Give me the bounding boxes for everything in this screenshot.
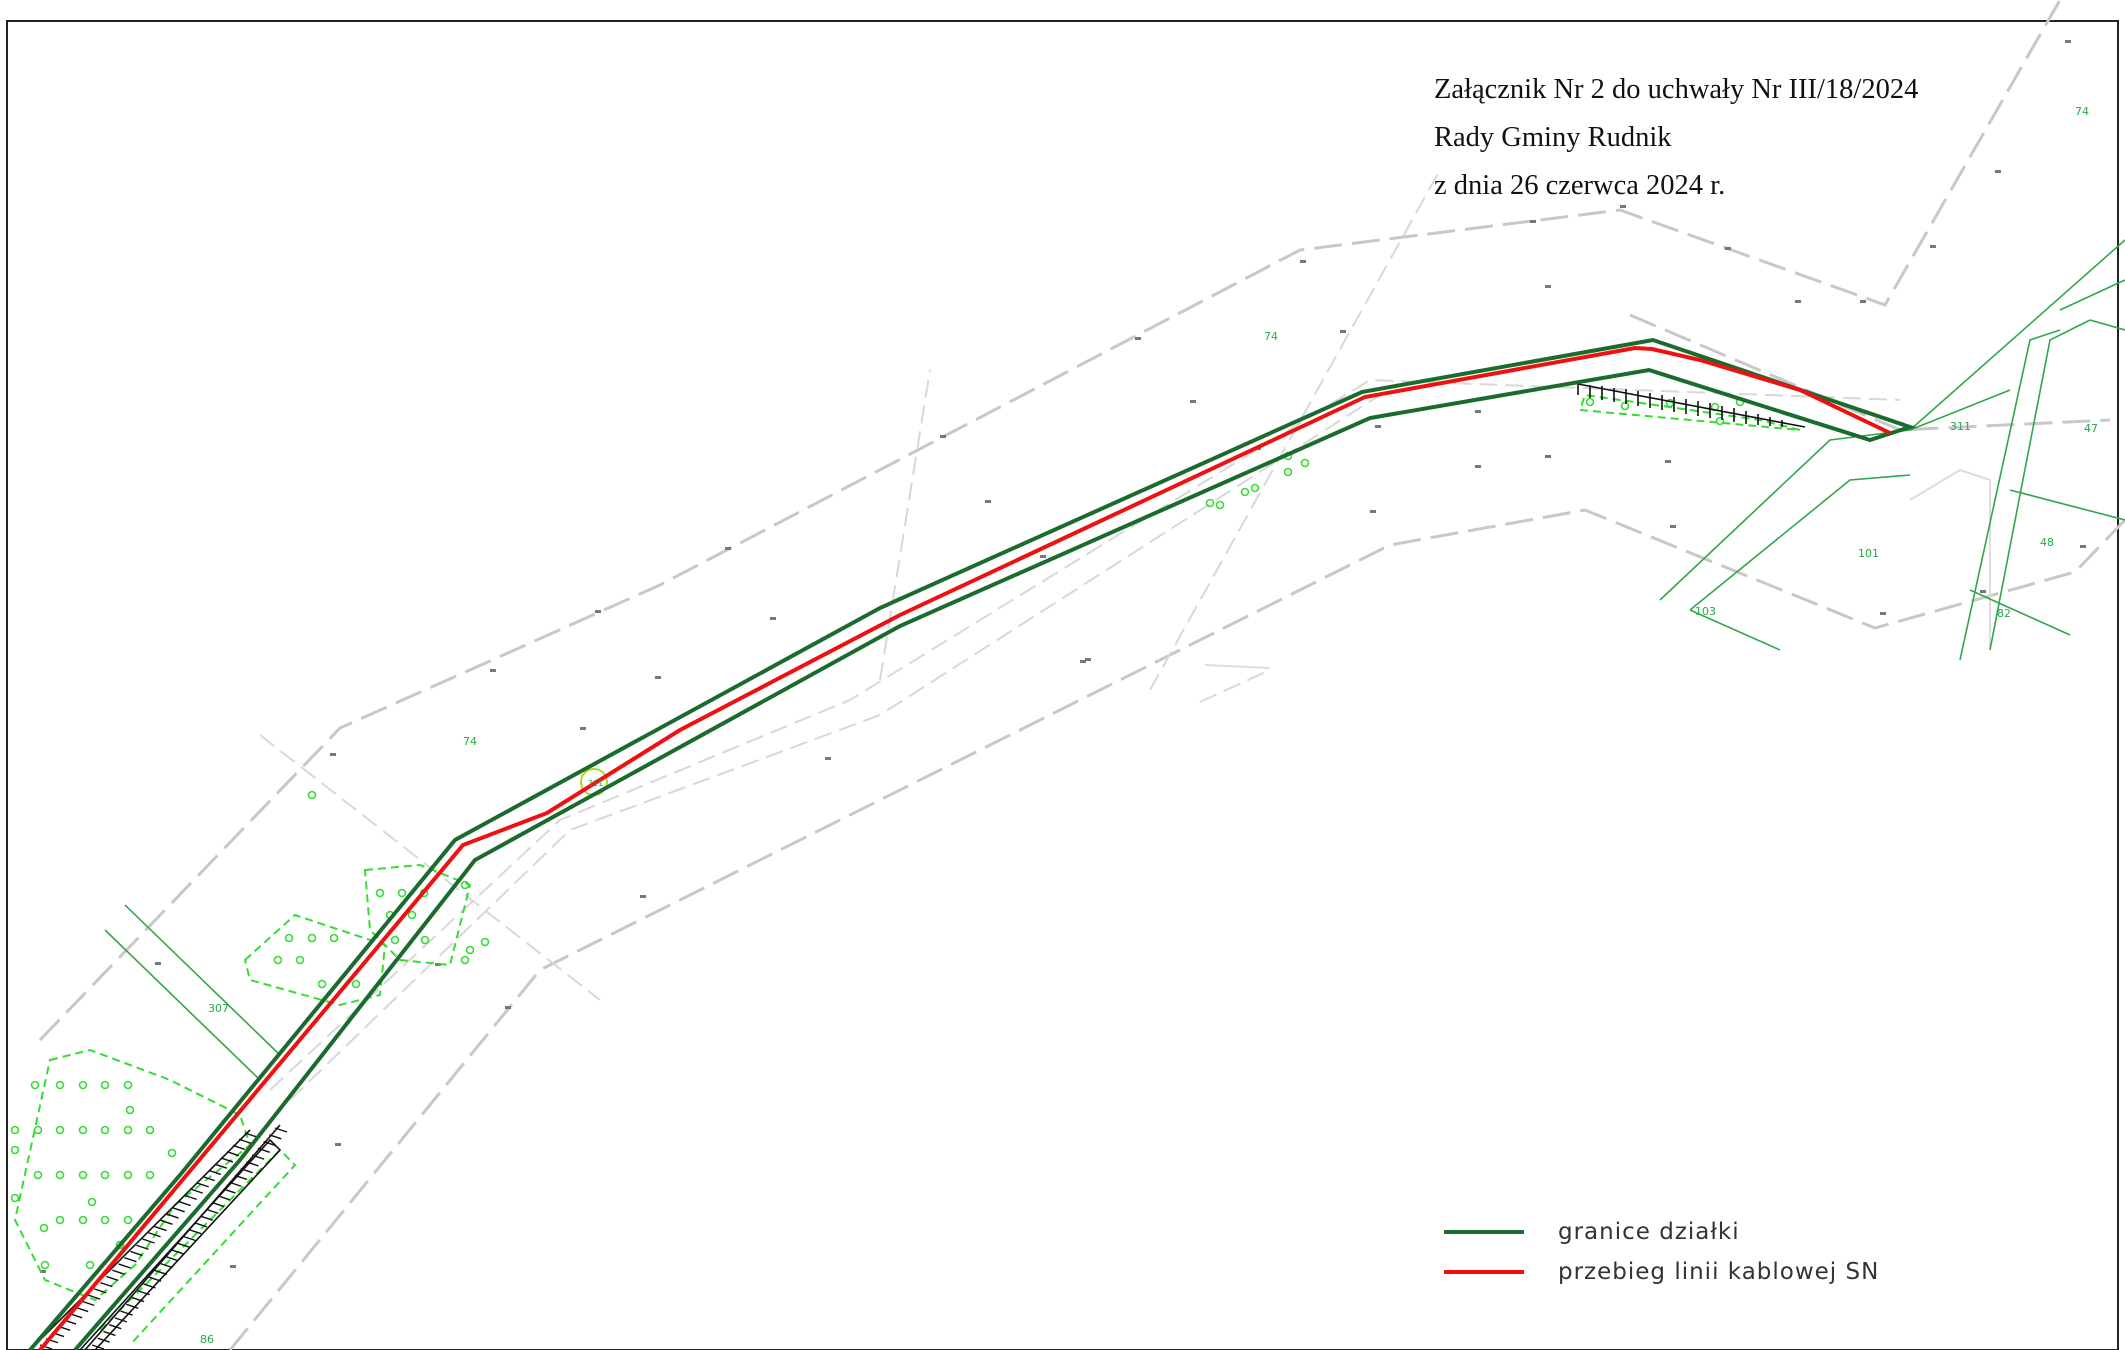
parcel-label: 74 [1264,330,1278,343]
document-header: Załącznik Nr 2 do uchwały Nr III/18/2024… [1434,66,1918,210]
hatch-tick [142,1238,155,1244]
hatch-tick [246,1161,259,1167]
hatch-tick [137,1290,150,1296]
thin-lines [259,169,1901,1101]
hatch-tick [232,1144,246,1151]
hatch-tick [238,1138,252,1144]
hatch-tick [263,1140,276,1147]
hatch-tick [178,1200,191,1207]
hatch-tick [126,1303,139,1309]
hatch-tick [257,1147,271,1154]
hatch-tick [240,1168,253,1174]
map-frame [6,20,2119,1350]
embankment-hatching [29,383,1806,1350]
parcel-label: 82 [1997,607,2011,620]
parcel-label: 311 [1950,420,1971,433]
hatch-tick [143,1283,156,1289]
parcel-label: 74 [463,735,477,748]
hatch-tick [217,1195,231,1201]
legend-label-boundary: granice działki [1558,1219,1740,1245]
hatch-tick [100,1281,113,1288]
council-name: Rady Gminy Rudnik [1434,122,1672,153]
hatch-tick [118,1263,131,1269]
hatch-tick [206,1208,219,1215]
hatch-tick [124,1257,137,1263]
parcel-label: 48 [2040,536,2054,549]
hatch-tick [244,1132,258,1138]
parcel-small-label: 311 [588,779,603,788]
legend-label-cable: przebieg linii kablowej SN [1558,1259,1880,1285]
hatch-tick [234,1174,248,1181]
hatch-tick [114,1317,128,1323]
survey-markers [40,40,2086,1273]
legend-item-boundary: granice działki [1444,1212,1879,1252]
hatch-tick [202,1175,216,1182]
hatch-tick [160,1219,173,1225]
hatch-tick [184,1194,197,1201]
hatch-tick [154,1225,167,1232]
parcel-label: 74 [2075,105,2089,118]
hatch-tick [226,1151,240,1157]
road-lines [104,239,2125,1081]
legend: granice działki przebieg linii kablowej … [1444,1212,1879,1292]
hatch-tick [112,1269,125,1275]
hatch-tick [274,1127,288,1133]
hatch-tick [148,1276,162,1282]
hatch-tick [196,1182,209,1188]
hatch-tick [208,1169,222,1176]
hatch-tick [194,1222,208,1228]
hatch-tick [214,1163,228,1169]
hatch-tick [269,1134,282,1140]
hatch-tick [166,1256,179,1262]
gray-rectangles [1204,468,1991,669]
hatch-tick [211,1201,225,1208]
vegetation-symbols [10,397,1745,1270]
legend-swatch-boundary [1444,1230,1524,1234]
parcel-label: 101 [1858,547,1879,560]
hatch-tick [88,1294,101,1300]
hatch-tick [183,1235,196,1242]
hatch-tick [200,1215,213,1221]
hatch-tick [188,1229,202,1235]
legend-item-cable: przebieg linii kablowej SN [1444,1252,1879,1292]
hatch-tick [136,1244,149,1250]
hatch-tick [103,1330,116,1337]
hatch-tick [223,1188,236,1194]
cable-line [38,345,1891,1350]
hatch-tick [177,1242,191,1248]
hatch-tick [75,1306,89,1313]
parcel-label: 47 [2084,422,2098,435]
hatch-tick [130,1250,143,1257]
hatch-tick [106,1275,119,1282]
legend-swatch-cable [1444,1270,1524,1274]
hatch-tick [190,1188,203,1194]
embankment-ticks [39,1127,288,1350]
hatch-tick [160,1262,173,1269]
hatch-tick [91,1344,105,1350]
hatch-tick [108,1323,122,1330]
resolution-date: z dnia 26 czerwca 2024 r. [1434,170,1726,201]
vegetation-areas [13,393,1801,1346]
hatch-tick [81,1300,95,1307]
attachment-title: Załącznik Nr 2 do uchwały Nr III/18/2024 [1434,74,1919,105]
hatch-tick [154,1269,168,1276]
parcel-label: 103 [1695,605,1716,618]
parcel-label: 86 [200,1333,214,1346]
parcel-boundary [28,337,1917,1350]
hatch-tick [97,1337,110,1343]
hatch-tick [171,1249,185,1255]
hatch-tick [120,1310,133,1316]
hatch-tick [148,1232,161,1238]
hatch-tick [166,1213,179,1219]
hatch-tick [94,1288,107,1294]
hatch-tick [131,1296,145,1303]
parcel-label: 307 [208,1002,229,1015]
hatch-tick [220,1157,234,1163]
hatch-tick [229,1181,242,1187]
hatch-tick [172,1207,185,1213]
hatch-tick [251,1154,265,1160]
